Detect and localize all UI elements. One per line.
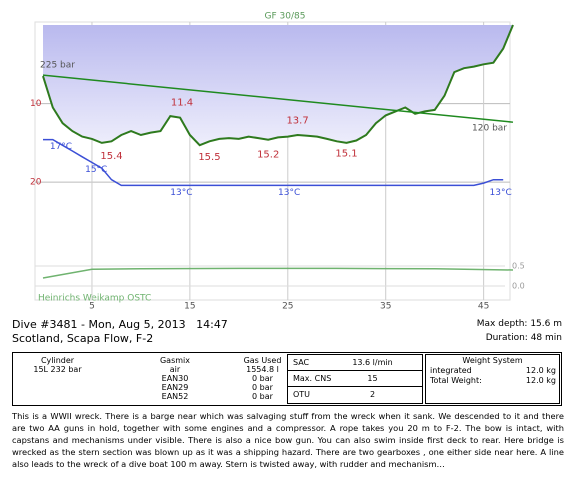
cylinder-value: 15L 232 bar <box>33 365 82 374</box>
weight-value: 12.0 kg <box>525 366 556 375</box>
gasmix-value: EAN29 <box>161 383 189 392</box>
stats-box <box>287 354 423 404</box>
gas-used-value: 1554.8 l <box>246 365 279 374</box>
duration: Duration: 48 min <box>485 333 562 343</box>
weight-name: Total Weight: <box>430 376 482 385</box>
ppo2-line <box>42 267 514 279</box>
x-tick-label: 5 <box>89 302 95 312</box>
x-tick-label: 45 <box>478 302 489 312</box>
depth-label: 15.5 <box>198 152 220 163</box>
pressure-label: 225 bar <box>40 61 75 71</box>
chart-title: GF 30/85 <box>265 12 306 22</box>
x-tick-label: 35 <box>380 302 391 312</box>
cylinder-header: Cylinder <box>40 356 75 365</box>
weight-box <box>425 354 560 404</box>
gas-used-value: 0 bar <box>252 383 273 392</box>
gasmix-value: air <box>169 365 181 374</box>
depth-label: 15.4 <box>100 151 122 162</box>
x-tick-label: 25 <box>282 302 293 312</box>
temperature-label: 13°C <box>490 188 512 198</box>
depth-area <box>43 25 513 146</box>
pressure-label: 120 bar <box>472 124 507 134</box>
stat-value: 2 <box>369 390 376 399</box>
gasmix-value: EAN52 <box>161 392 189 401</box>
depth-label: 15.1 <box>335 149 357 160</box>
temperature-label: 15°C <box>85 165 107 175</box>
stat-name: Max. CNS <box>293 374 332 383</box>
gas-used-value: 0 bar <box>252 374 273 383</box>
gasmix-header: Gasmix <box>159 356 191 365</box>
stat-value: 15 <box>367 374 378 383</box>
dive-location: Scotland, Scapa Flow, F-2 <box>12 332 154 345</box>
pressure-line <box>42 74 514 123</box>
chart: GF 30/85 Heinrichs Weikamp OSTC 10 20 5 15 2… <box>30 12 525 312</box>
gas-used-header: Gas Used <box>243 356 282 365</box>
max-depth: Max depth: 15.6 m <box>476 319 562 329</box>
stat-value: 13.6 l/min <box>352 358 393 367</box>
temperature-label: 13°C <box>170 188 192 198</box>
dive-computer: Heinrichs Weikamp OSTC <box>38 294 151 304</box>
temperature-line <box>43 138 504 187</box>
stat-name: OTU <box>293 390 311 399</box>
info-table <box>12 352 562 406</box>
y-tick-label: 10 <box>30 99 42 109</box>
temperature-label: 13°C <box>278 188 300 198</box>
depth-label: 11.4 <box>171 98 193 109</box>
y-tick-label: 20 <box>30 178 42 188</box>
stat-separator <box>287 386 423 387</box>
depth-label: 13.7 <box>286 116 308 127</box>
depth-line <box>42 24 514 147</box>
temperature-label: 17°C <box>50 142 72 152</box>
depth-label: 15.2 <box>257 149 279 160</box>
stat-separator <box>287 370 423 371</box>
weight-value: 12.0 kg <box>525 376 556 385</box>
x-tick-label: 15 <box>184 302 195 312</box>
gas-used-value: 0 bar <box>252 392 273 401</box>
ppo2-tick-label: 0.0 <box>512 282 525 291</box>
stat-name: SAC <box>293 358 310 367</box>
ppo2-tick-label: 0.5 <box>512 262 525 271</box>
gasmix-value: EAN30 <box>161 374 189 383</box>
weight-name: integrated <box>430 366 472 375</box>
dive-title: Dive #3481 - Mon, Aug 5, 2013 14:47 <box>12 318 228 331</box>
weight-header: Weight System <box>462 356 523 365</box>
notes: This is a WWII wreck. There is a barge n… <box>12 411 564 469</box>
